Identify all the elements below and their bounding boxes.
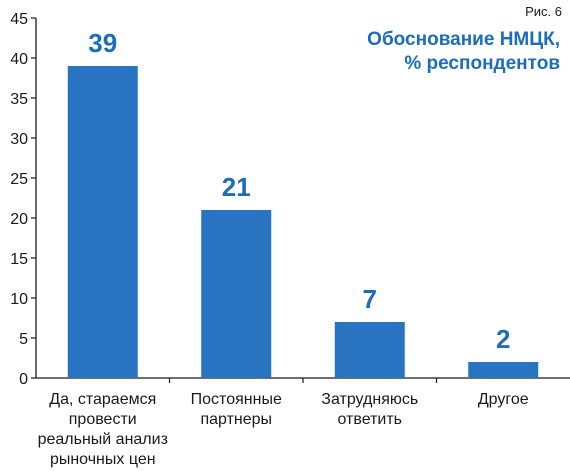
chart-title-line-2: % респондентов	[404, 53, 560, 74]
bar	[468, 362, 539, 378]
y-tick-label: 15	[10, 251, 28, 268]
y-tick-label: 10	[10, 291, 28, 308]
bar-value-label: 39	[88, 28, 117, 58]
bar-value-label: 21	[222, 172, 251, 202]
y-tick-label: 25	[10, 171, 28, 188]
y-tick-label: 20	[10, 211, 28, 228]
y-tick-label: 5	[19, 331, 28, 348]
bar	[334, 322, 405, 378]
y-tick-label: 0	[19, 371, 28, 388]
y-tick-label: 30	[10, 131, 28, 148]
bar	[67, 66, 138, 378]
x-category-label: Да, стараемся провести реальный анализ р…	[37, 391, 168, 468]
bar	[201, 210, 272, 378]
chart-title: Обоснование НМЦК, % респондентов	[260, 28, 560, 76]
x-category-label: Постоянные партнеры	[190, 391, 282, 428]
y-tick-label: 35	[10, 91, 28, 108]
x-category-label: Другое	[477, 391, 529, 408]
chart-title-line-1: Обоснование НМЦК,	[367, 29, 560, 50]
figure-number: Рис. 6	[525, 4, 562, 19]
y-tick-label: 45	[10, 11, 28, 28]
bar-value-label: 2	[496, 324, 510, 354]
y-tick-label: 40	[10, 51, 28, 68]
x-category-label: Затрудняюсь ответить	[321, 391, 419, 428]
bar-value-label: 7	[363, 284, 377, 314]
